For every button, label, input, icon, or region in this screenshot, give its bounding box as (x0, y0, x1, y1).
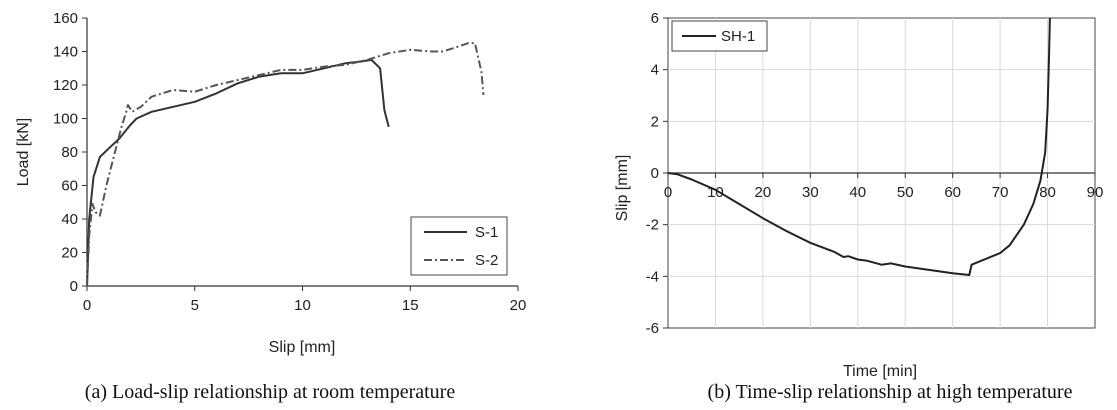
x-axis-label: Time [min] (843, 363, 917, 380)
y-tick-label: -2 (646, 217, 659, 234)
y-tick-label: -4 (646, 268, 659, 285)
legend-label-s2: S-2 (475, 252, 498, 269)
x-tick-label: 20 (510, 297, 527, 314)
x-tick-label: 60 (944, 184, 961, 201)
x-tick-label: 0 (664, 184, 672, 201)
y-tick-label: 20 (61, 245, 78, 262)
y-tick-label: 0 (651, 165, 659, 182)
y-tick-label: 140 (53, 44, 78, 61)
x-tick-label: 10 (294, 297, 311, 314)
series-line-s-2 (86, 42, 485, 287)
y-axis-label: Load [kN] (15, 118, 32, 186)
x-tick-label: 70 (992, 184, 1009, 201)
series-line-s-1 (86, 58, 390, 287)
x-axis-label: Slip [mm] (269, 339, 336, 356)
x-tick-label: 20 (755, 184, 772, 201)
legend-label-sh1: SH-1 (721, 28, 755, 45)
caption-a: (a) Load-slip relationship at room tempe… (85, 381, 456, 403)
x-tick-label: 0 (83, 297, 91, 314)
y-tick-label: 0 (70, 278, 78, 295)
x-tick-label: 15 (402, 297, 419, 314)
y-tick-label: 120 (53, 77, 78, 94)
series-line-sh-1 (667, 17, 1051, 276)
y-tick-label: -6 (646, 320, 659, 337)
y-tick-label: 40 (61, 211, 78, 228)
x-tick-label: 40 (849, 184, 866, 201)
legend: SH-1 (671, 20, 768, 52)
legend: S-1 S-2 (410, 216, 508, 276)
y-tick-label: 6 (651, 10, 659, 27)
y-tick-label: 80 (61, 144, 78, 161)
y-tick-label: 4 (651, 62, 659, 79)
x-tick-label: 50 (897, 184, 914, 201)
x-tick-label: 90 (1087, 184, 1104, 201)
y-axis-label: Slip [mm] (614, 155, 631, 222)
x-tick-label: 5 (191, 297, 199, 314)
legend-label-s1: S-1 (475, 224, 498, 241)
legend-box (410, 216, 508, 276)
x-tick-label: 80 (1039, 184, 1056, 201)
y-tick-label: 60 (61, 178, 78, 195)
caption-b: (b) Time-slip relationship at high tempe… (708, 381, 1073, 403)
y-tick-label: 160 (53, 10, 78, 27)
x-tick-label: 30 (802, 184, 819, 201)
y-tick-label: 2 (651, 113, 659, 130)
y-tick-label: 100 (53, 111, 78, 128)
